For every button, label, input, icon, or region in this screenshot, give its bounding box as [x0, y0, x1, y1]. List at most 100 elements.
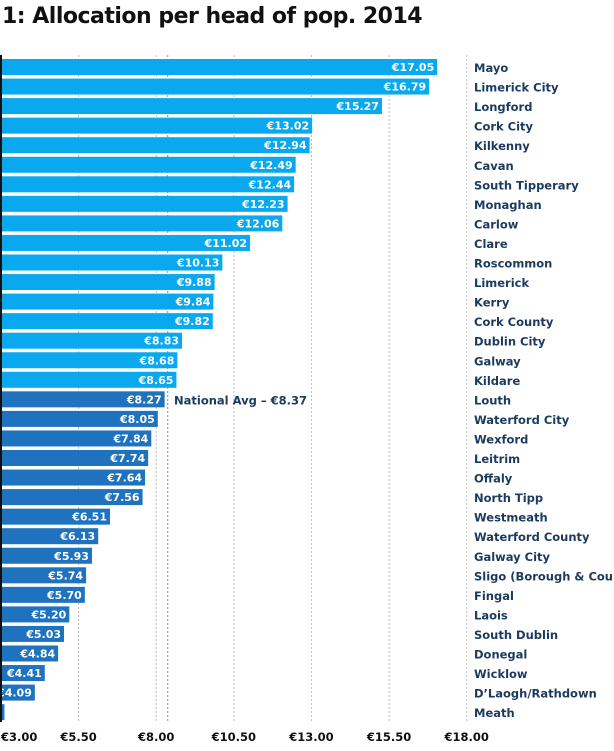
bar — [1, 234, 251, 251]
bar — [1, 469, 146, 486]
chart-title: 1: Allocation per head of pop. 2014 — [2, 4, 423, 29]
bar — [1, 352, 178, 369]
bar — [1, 684, 35, 701]
bar — [1, 450, 149, 466]
bar — [1, 391, 165, 408]
value-label: €10.13 — [176, 257, 219, 270]
bar — [1, 254, 223, 271]
bar — [1, 704, 5, 721]
category-label: Monaghan — [474, 198, 542, 212]
value-label: €7.56 — [104, 491, 140, 504]
bar — [1, 430, 152, 447]
bar — [1, 489, 143, 506]
x-tick-label: €18.00 — [444, 730, 489, 744]
category-label: South Tipperary — [474, 178, 579, 192]
category-label: D’Laogh/Rathdown — [474, 687, 597, 701]
bar — [1, 59, 438, 75]
value-label: €8.68 — [139, 354, 175, 367]
x-tick-label: €3.00 — [0, 730, 37, 744]
category-label: Cork County — [474, 315, 554, 329]
value-label: €5.70 — [46, 589, 82, 602]
category-label: Cavan — [474, 159, 514, 173]
category-label: Galway — [474, 354, 521, 368]
value-label: €12.06 — [236, 217, 280, 230]
category-label: Dublin City — [474, 335, 546, 349]
value-label: €11.02 — [204, 237, 247, 250]
value-label: €5.03 — [25, 628, 61, 641]
bar — [1, 332, 183, 349]
x-tick-label: €13.00 — [288, 730, 333, 744]
bar — [1, 137, 310, 154]
category-label: Kildare — [474, 374, 520, 388]
category-label: Louth — [474, 393, 511, 407]
bar — [1, 645, 59, 662]
bar — [1, 156, 296, 173]
value-label: €4.09 — [0, 687, 32, 700]
value-label: €12.44 — [248, 178, 292, 191]
category-label: Wicklow — [474, 667, 528, 681]
x-tick-label: €5.50 — [59, 730, 96, 744]
bar — [1, 625, 65, 642]
value-label: €6.51 — [71, 511, 107, 524]
value-label: €8.05 — [119, 413, 155, 426]
bar — [1, 410, 158, 427]
value-label: €16.79 — [383, 81, 426, 94]
category-label: Laois — [474, 608, 508, 622]
bar — [1, 547, 92, 564]
category-label: Roscommon — [474, 257, 552, 271]
category-label: Sligo (Borough & County) — [474, 569, 614, 583]
value-label: €12.49 — [249, 159, 292, 172]
category-label: Kerry — [474, 296, 510, 310]
bar — [1, 98, 382, 115]
bar — [1, 195, 288, 212]
value-label: €8.83 — [143, 335, 179, 348]
bar — [1, 274, 215, 291]
category-label: Donegal — [474, 648, 527, 662]
category-label: Leitrim — [474, 452, 520, 466]
value-label: €4.84 — [19, 648, 55, 661]
category-label: Waterford City — [474, 413, 570, 427]
x-tick-label: €10.50 — [211, 730, 256, 744]
bar — [1, 215, 283, 232]
category-label: Offaly — [474, 472, 513, 486]
value-label: €9.88 — [176, 276, 212, 289]
bar — [1, 371, 177, 388]
category-label: Cork City — [474, 120, 534, 134]
value-label: €15.27 — [336, 100, 379, 113]
bar — [1, 176, 295, 193]
value-label: €12.94 — [263, 139, 307, 152]
value-label: €4.41 — [6, 667, 42, 680]
bar — [1, 586, 85, 603]
bar — [1, 567, 87, 584]
bar — [1, 528, 99, 545]
value-label: €8.27 — [126, 393, 162, 406]
national-average-label: National Avg – €8.37 — [174, 393, 307, 407]
value-label: €9.82 — [174, 315, 210, 328]
category-label: Mayo — [474, 61, 508, 75]
bar — [1, 293, 214, 310]
bar — [1, 606, 70, 623]
value-label: €5.74 — [47, 569, 83, 582]
x-tick-label: €8.00 — [137, 730, 174, 744]
category-label: Wexford — [474, 432, 528, 446]
bar — [1, 508, 110, 525]
value-label: €8.65 — [138, 374, 174, 387]
value-label: €12.23 — [241, 198, 284, 211]
category-label: Waterford County — [474, 530, 590, 544]
category-label: Kilkenny — [474, 139, 530, 153]
category-label: Carlow — [474, 217, 519, 231]
value-label: €17.05 — [391, 61, 434, 74]
value-label: €5.20 — [31, 608, 67, 621]
category-label: North Tipp — [474, 491, 543, 505]
category-label: Fingal — [474, 589, 514, 603]
value-label: €5.93 — [53, 550, 89, 563]
category-label: Longford — [474, 100, 532, 114]
category-label: Galway City — [474, 550, 551, 564]
x-tick-label: €15.50 — [366, 730, 411, 744]
bar — [1, 313, 213, 330]
category-label: Clare — [474, 237, 508, 251]
value-label: €9.84 — [175, 296, 211, 309]
value-label: €7.84 — [112, 432, 148, 445]
